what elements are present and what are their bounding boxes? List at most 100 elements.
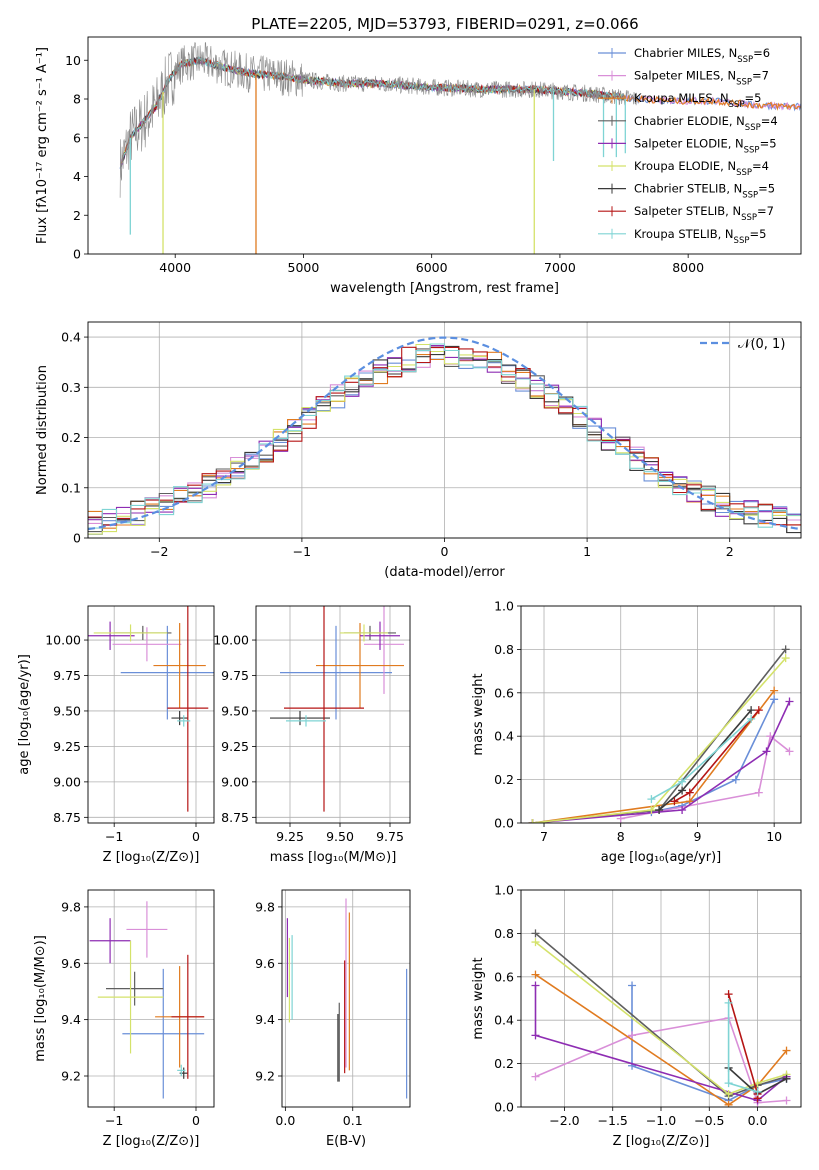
axes-frame xyxy=(520,605,802,824)
y-tick-label: 9.6 xyxy=(255,956,275,971)
x-tick-label: −2.0 xyxy=(549,1113,579,1128)
x-tick-label: 2 xyxy=(726,544,734,559)
mass-weight-line-salpeter_elodie xyxy=(534,985,788,1102)
model-line-kroupa_elodie xyxy=(121,57,624,163)
y-axis-label: mass weight xyxy=(471,673,486,755)
mass-weight-line-kroupa_elodie xyxy=(532,657,787,823)
x-tick-label: −2 xyxy=(150,544,168,559)
x-tick-label: −1 xyxy=(293,544,311,559)
model-line-kroupa_stelib xyxy=(122,56,624,158)
plot-area xyxy=(286,898,408,1099)
y-tick-label: 0.6 xyxy=(494,685,514,700)
mass-weight-marker-kroupa_stelib xyxy=(724,1079,733,1088)
plot-area xyxy=(88,606,214,812)
y-tick-label: 8.75 xyxy=(53,810,81,825)
legend-entry: Chabrier MILES, NSSP=6 xyxy=(634,46,770,65)
y-tick-label: 9.25 xyxy=(221,739,249,754)
plot-area xyxy=(119,42,801,254)
mass-weight-marker-chabrier_miles xyxy=(770,695,779,704)
y-tick-label: 9.2 xyxy=(255,1069,275,1084)
x-tick-label: −0.5 xyxy=(694,1113,724,1128)
y-axis-label: Flux [fλ10⁻¹⁷ erg cm⁻² s⁻¹ A⁻¹] xyxy=(35,47,50,244)
y-tick-label: 2 xyxy=(73,208,81,223)
mass-weight-marker-salpeter_miles xyxy=(531,1072,540,1081)
plot-area xyxy=(89,901,205,1099)
y-tick-label: 1.0 xyxy=(494,883,514,898)
x-tick-label: 9.25 xyxy=(276,829,304,844)
y-tick-label: 9.75 xyxy=(53,668,81,683)
y-tick-label: 0.1 xyxy=(61,480,81,495)
y-tick-label: 8.75 xyxy=(221,810,249,825)
x-tick-label: 0.0 xyxy=(748,1113,768,1128)
panel-age_vs_mass: 9.25 9.50 9.75 8.75 9.00 9.25 9.50 9.75 10.00 mas… xyxy=(213,605,411,865)
y-tick-label: 9.00 xyxy=(221,774,249,789)
figure-title: PLATE=2205, MJD=53793, FIBERID=0291, z=0… xyxy=(251,15,638,33)
x-tick-label: 4000 xyxy=(159,260,191,275)
mass-weight-marker-kroupa_elodie xyxy=(647,805,656,814)
mass-weight-marker-kroupa_elodie xyxy=(781,654,790,663)
mass-weight-marker-salpeter_elodie xyxy=(531,1031,540,1040)
mass-weight-marker-kroupa_elodie xyxy=(531,938,540,947)
x-tick-label: 0 xyxy=(441,544,449,559)
legend-entry: Kroupa ELODIE, NSSP=4 xyxy=(634,159,769,178)
y-tick-label: 9.75 xyxy=(221,668,249,683)
y-tick-label: 0.8 xyxy=(494,642,514,657)
x-axis-label: mass [log₁₀(M/M⊙)] xyxy=(270,850,397,865)
x-tick-label: 9 xyxy=(693,829,701,844)
legend-entry: Chabrier ELODIE, NSSP=4 xyxy=(634,114,778,133)
model-line-salpeter_elodie xyxy=(121,57,624,166)
legend-entry: Salpeter ELODIE, NSSP=5 xyxy=(634,136,777,155)
y-tick-label: 0.2 xyxy=(494,772,514,787)
mass-weight-marker-chabrier_stelib xyxy=(747,706,756,715)
gaussian-legend-label: 𝒩(0, 1) xyxy=(738,337,785,352)
y-tick-label: 0.3 xyxy=(61,380,81,395)
x-tick-label: 9.50 xyxy=(326,829,354,844)
x-axis-label: Z [log₁₀(Z/Z⊙)] xyxy=(103,850,200,865)
gaussian-curve xyxy=(88,336,799,531)
y-tick-label: 9.4 xyxy=(61,1012,81,1027)
x-tick-label: 7 xyxy=(540,829,548,844)
mass-weight-marker-chabrier_stelib xyxy=(678,786,687,795)
x-tick-label: 1 xyxy=(583,544,591,559)
mass-weight-line-kroupa_elodie xyxy=(535,941,787,1095)
y-tick-label: 0.4 xyxy=(494,729,514,744)
plot-area xyxy=(88,336,801,535)
x-tick-label: −1 xyxy=(105,1113,123,1128)
panel-mass_vs_Z: −1 0 9.2 9.4 9.6 9.8 Z [log₁₀(Z/Z⊙)] mass [log₁… xyxy=(33,889,215,1149)
mass-weight-marker-salpeter_miles xyxy=(785,747,794,756)
y-tick-label: 9.25 xyxy=(53,739,81,754)
y-tick-label: 9.6 xyxy=(61,956,81,971)
axes-frame xyxy=(87,36,802,255)
plot-area xyxy=(270,606,404,812)
model-line-chabrier_stelib xyxy=(121,56,625,163)
y-axis-label: age [log₁₀(age/yr)] xyxy=(17,654,32,775)
mass-weight-marker-kroupa_stelib xyxy=(647,795,656,804)
legend-entry: Kroupa STELIB, NSSP=5 xyxy=(634,227,766,246)
mass-weight-marker-salpeter_miles xyxy=(628,1031,637,1040)
y-axis-label: Normed distribution xyxy=(35,365,50,495)
y-tick-label: 0.2 xyxy=(494,1056,514,1071)
mass-weight-line-salpeter_stelib xyxy=(727,993,759,1099)
mass-weight-line-salpeter_elodie xyxy=(532,701,791,823)
y-tick-label: 0.4 xyxy=(494,1013,514,1028)
y-tick-label: 9.2 xyxy=(61,1069,81,1084)
y-tick-label: 10.00 xyxy=(213,633,249,648)
x-tick-label: 7000 xyxy=(544,260,576,275)
panel-massweight_vs_age: 7 8 9 10 0.0 0.2 0.4 0.6 0.8 1.0 age [log₁₀(age/yr… xyxy=(471,599,802,865)
mass-weight-line-chabrier_miles xyxy=(651,698,775,813)
y-tick-label: 8 xyxy=(73,92,81,107)
y-tick-label: 0 xyxy=(73,531,81,546)
axes-frame xyxy=(87,321,802,539)
y-tick-label: 9.50 xyxy=(53,703,81,718)
x-tick-label: 8 xyxy=(617,829,625,844)
panel-spectrum: 4000 5000 6000 7000 8000 0 2 4 6 8 10 wavelength [A… xyxy=(35,36,802,296)
y-tick-label: 1.0 xyxy=(494,599,514,614)
mass-weight-marker-kroupa_stelib xyxy=(753,1087,762,1096)
panel-mass_vs_ebv: 0.0 0.1 9.2 9.4 9.6 9.8 E(B-V) xyxy=(255,889,411,1149)
panel-residuals: −2 −1 0 1 2 0 0.1 0.2 0.3 0.4 (data-model)/error No… xyxy=(35,321,802,580)
histogram-step-kroupa_stelib xyxy=(88,343,801,529)
mass-weight-marker-chabrier_miles xyxy=(628,981,637,990)
x-tick-label: −1.0 xyxy=(646,1113,676,1128)
